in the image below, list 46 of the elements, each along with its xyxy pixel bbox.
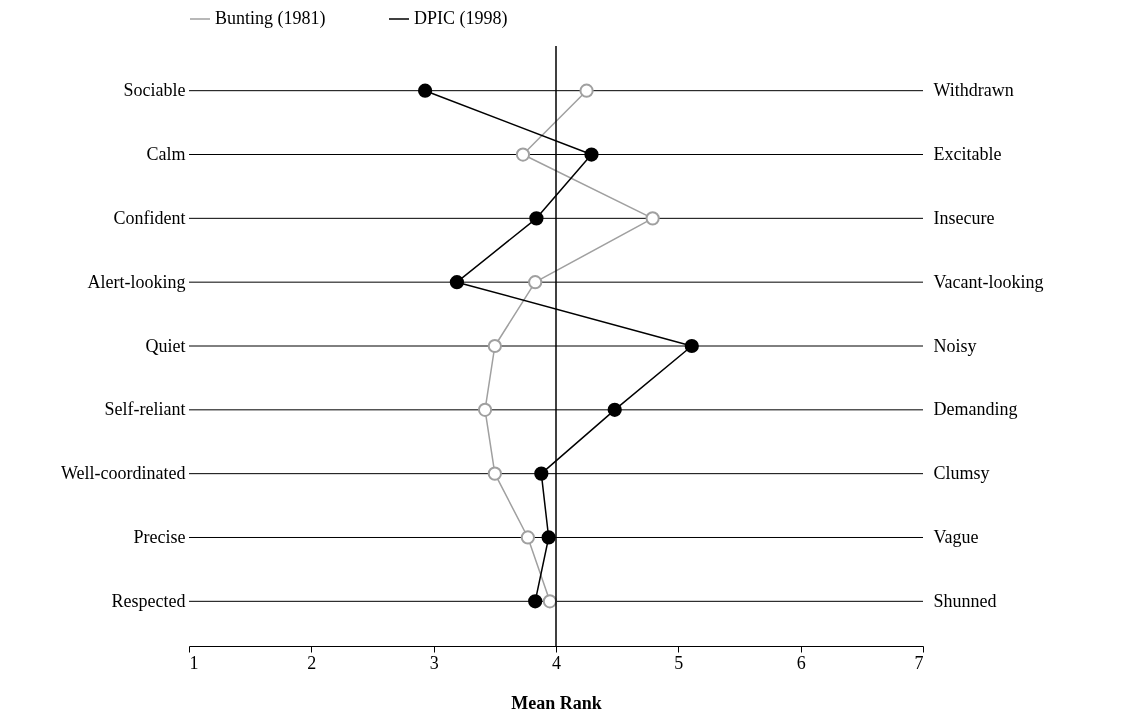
y-tick-label: Alert-looking <box>87 271 186 292</box>
point <box>607 402 622 417</box>
x-axis-title: Mean Rank <box>511 692 602 713</box>
legend-label: DPIC (1998) <box>414 8 508 29</box>
point <box>541 530 556 545</box>
x-tick-label: 7 <box>914 652 924 673</box>
legend-label: Bunting (1981) <box>215 8 326 29</box>
y-tick-label: Precise <box>133 526 186 547</box>
y2-tick-label: Demanding <box>933 399 1018 420</box>
point <box>487 466 502 481</box>
x-tick-label: 1 <box>189 652 199 673</box>
point <box>684 338 699 354</box>
point <box>417 83 433 98</box>
point <box>529 211 544 226</box>
y2-tick-label: Shunned <box>933 590 997 611</box>
y-tick-label: Well-coordinated <box>61 463 186 484</box>
y-tick-label: Respected <box>111 590 186 611</box>
y2-tick-label: Withdrawn <box>933 80 1014 101</box>
point <box>542 594 558 609</box>
x-tick-label: 5 <box>674 652 684 673</box>
y2-tick-label: Vague <box>933 526 979 547</box>
point <box>528 275 543 290</box>
x-tick-label: 2 <box>307 652 317 673</box>
x-tick-label: 4 <box>552 652 561 673</box>
x-tick-label: 3 <box>429 652 439 673</box>
y-tick-label: Self-reliant <box>104 399 186 420</box>
point <box>534 466 549 481</box>
y-tick-label: Sociable <box>123 80 186 101</box>
y-tick-label: Calm <box>146 144 186 165</box>
point <box>645 211 660 226</box>
point <box>528 594 543 609</box>
y2-tick-label: Insecure <box>933 207 995 228</box>
point <box>579 83 594 98</box>
y2-tick-label: Vacant-looking <box>933 271 1044 292</box>
y2-tick-label: Noisy <box>933 335 977 356</box>
point <box>520 530 535 545</box>
y-tick-label: Quiet <box>145 335 186 356</box>
point <box>584 147 599 162</box>
x-tick-label: 6 <box>796 652 806 673</box>
point <box>477 402 493 417</box>
point <box>515 147 531 162</box>
point <box>449 275 465 290</box>
y2-tick-label: Excitable <box>933 144 1002 165</box>
y-tick-label: Confident <box>113 207 186 228</box>
y2-tick-label: Clumsy <box>933 463 990 484</box>
point <box>487 338 502 354</box>
